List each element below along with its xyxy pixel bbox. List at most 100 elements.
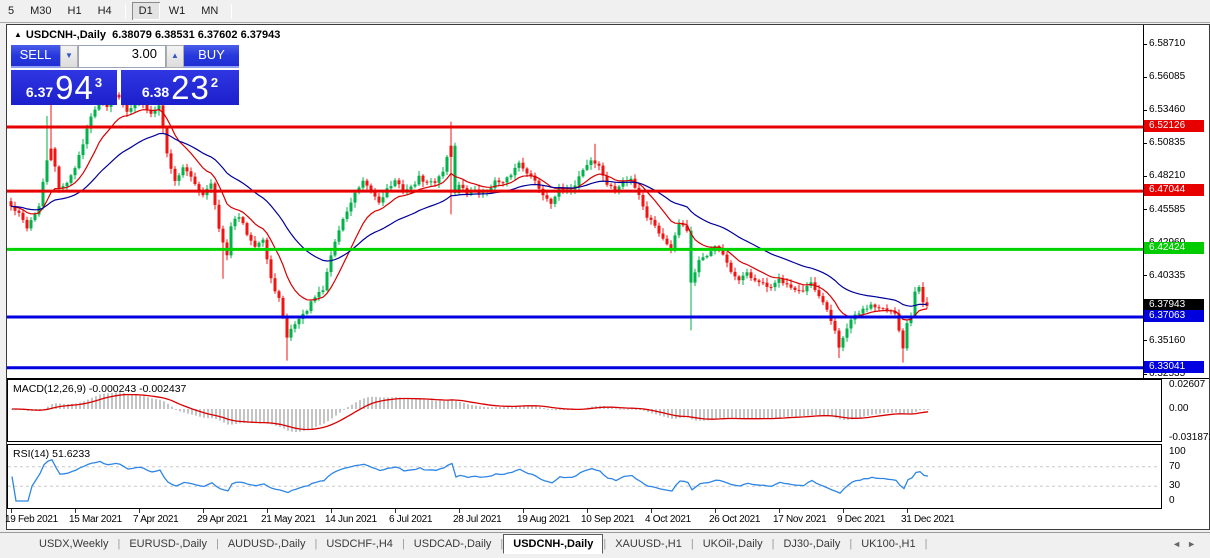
tab-scroll-arrows[interactable]: ◄► — [1172, 538, 1202, 549]
date-tick-label: 29 Apr 2021 — [197, 514, 248, 525]
ask-price-pipette: 2 — [210, 75, 219, 90]
ask-price-prefix: 6.38 — [141, 84, 170, 100]
chart-tab-uk100-[interactable]: UK100-,H1 — [861, 537, 916, 550]
candlestick-plot[interactable] — [7, 25, 1143, 378]
date-tick-mark — [587, 509, 588, 513]
date-tick-mark — [203, 509, 204, 513]
bid-price-prefix: 6.37 — [25, 84, 54, 100]
tab-separator: | — [500, 537, 504, 550]
date-tick-label: 26 Oct 2021 — [709, 514, 761, 525]
date-tick-label: 14 Jun 2021 — [325, 514, 377, 525]
volume-decrease-button[interactable]: ▼ — [60, 45, 78, 68]
chart-tab-usdcad-[interactable]: USDCAD-,Daily — [413, 537, 492, 550]
date-tick-label: 21 May 2021 — [261, 514, 316, 525]
macd-axis-label: -0.031872 — [1169, 432, 1210, 443]
timeframe-toolbar: 5 M30 H1 H4 D1 W1 MN — [0, 0, 1210, 23]
buy-button[interactable]: BUY — [184, 45, 239, 68]
date-tick-mark — [843, 509, 844, 513]
date-tick-label: 9 Dec 2021 — [837, 514, 886, 525]
timeframe-button-h1[interactable]: H1 — [67, 5, 82, 17]
chart-tab-audusd-[interactable]: AUDUSD-,Daily — [227, 537, 306, 550]
macd-panel[interactable]: MACD(12,26,9) -0.000243 -0.002437 — [7, 379, 1162, 442]
date-tick-mark — [267, 509, 268, 513]
timeframe-button-5[interactable]: 5 — [8, 5, 15, 17]
rsi-axis-label: 0 — [1169, 495, 1175, 506]
chart-title: ▲ USDCNH-,Daily 6.38079 6.38531 6.37602 6… — [14, 29, 280, 41]
chart-tab-ukoil-[interactable]: UKOil-,Daily — [702, 537, 763, 550]
date-tick-mark — [75, 509, 76, 513]
chart-tab-xauusd-[interactable]: XAUUSD-,H1 — [615, 537, 682, 550]
date-tick-label: 31 Dec 2021 — [901, 514, 955, 525]
date-tick-label: 7 Apr 2021 — [133, 514, 179, 525]
date-tick-mark — [331, 509, 332, 513]
ask-price-big-digits: 23 — [171, 69, 210, 106]
rsi-indicator-name: RSI(14) — [13, 448, 50, 460]
date-tick-label: 17 Nov 2021 — [773, 514, 827, 525]
chart-tab-usdx[interactable]: USDX,Weekly — [39, 537, 109, 550]
tab-separator: | — [117, 537, 121, 550]
rsi-axis-label: 100 — [1169, 446, 1186, 457]
tab-separator: | — [924, 537, 928, 550]
chart-ohlc-quote: 6.38079 6.38531 6.37602 6.37943 — [112, 29, 281, 41]
collapse-panel-icon[interactable]: ▲ — [14, 30, 22, 39]
chart-window: ▲ USDCNH-,Daily 6.38079 6.38531 6.37602 6… — [5, 24, 1210, 530]
bid-price-big-digits: 94 — [55, 69, 94, 106]
tab-separator: | — [215, 537, 219, 550]
price-chart-panel[interactable]: ▲ USDCNH-,Daily 6.38079 6.38531 6.37602 6… — [7, 25, 1209, 379]
macd-axis-label: 0.02607 — [1169, 379, 1206, 390]
rsi-plot — [8, 459, 1158, 502]
price-axis-separator — [1143, 25, 1144, 378]
rsi-axis-label: 70 — [1169, 461, 1181, 472]
chart-tab-eurusd-[interactable]: EURUSD-,Daily — [129, 537, 207, 550]
date-tick-mark — [459, 509, 460, 513]
bid-price-pipette: 3 — [94, 75, 103, 90]
date-tick-mark — [779, 509, 780, 513]
rsi-panel[interactable]: RSI(14) 51.6233 — [7, 444, 1162, 509]
date-tick-mark — [523, 509, 524, 513]
one-click-widget: SELL ▼ 3.00 ▲ BUY 6.37 94 3 6.38 23 2 — [11, 45, 239, 105]
chart-tab-usdchf-[interactable]: USDCHF-,H4 — [326, 537, 393, 550]
date-tick-mark — [715, 509, 716, 513]
date-tick-label: 19 Aug 2021 — [517, 514, 570, 525]
macd-label: MACD(12,26,9) -0.000243 -0.002437 — [13, 383, 186, 395]
toolbar-separator — [231, 3, 233, 19]
tab-separator: | — [771, 537, 775, 550]
sell-button[interactable]: SELL — [11, 45, 60, 68]
date-tick-mark — [395, 509, 396, 513]
date-tick-mark — [11, 509, 12, 513]
tab-separator: | — [314, 537, 318, 550]
toolbar-separator — [124, 3, 126, 19]
date-tick-label: 15 Mar 2021 — [69, 514, 122, 525]
macd-values: -0.000243 -0.002437 — [88, 383, 187, 395]
date-tick-mark — [907, 509, 908, 513]
timeframe-button-mn[interactable]: MN — [201, 5, 219, 17]
timeframe-button-d1[interactable]: D1 — [131, 2, 160, 20]
chart-symbol-label: USDCNH-,Daily — [25, 29, 106, 41]
macd-plot — [11, 392, 929, 432]
tab-separator: | — [690, 537, 694, 550]
volume-increase-button[interactable]: ▲ — [166, 45, 184, 68]
rsi-axis-label: 30 — [1169, 480, 1181, 491]
volume-input[interactable]: 3.00 — [78, 45, 166, 68]
date-tick-label: 4 Oct 2021 — [645, 514, 691, 525]
bid-price-panel[interactable]: 6.37 94 3 — [11, 70, 117, 105]
tab-separator: | — [849, 537, 853, 550]
rsi-label: RSI(14) 51.6233 — [13, 448, 90, 460]
chart-tab-dj30-[interactable]: DJ30-,Daily — [783, 537, 841, 550]
timeframe-button-w1[interactable]: W1 — [168, 5, 186, 17]
chart-tab-usdcnh-[interactable]: USDCNH-,Daily — [503, 533, 604, 554]
chart-tabbar: USDX,Weekly | EURUSD-,Daily | AUDUSD-,Daily |… — [0, 532, 1210, 554]
date-axis[interactable]: 19 Feb 2021 15 Mar 2021 7 Apr 2021 29 Apr 2… — [5, 509, 1209, 529]
tab-separator: | — [603, 537, 607, 550]
timeframe-button-m30[interactable]: M30 — [30, 5, 52, 17]
macd-axis-label: 0.00 — [1169, 403, 1189, 414]
date-tick-label: 10 Sep 2021 — [581, 514, 635, 525]
date-tick-label: 19 Feb 2021 — [5, 514, 58, 525]
date-tick-mark — [139, 509, 140, 513]
ask-price-panel[interactable]: 6.38 23 2 — [121, 70, 239, 105]
date-tick-mark — [651, 509, 652, 513]
tab-separator: | — [401, 537, 405, 550]
macd-indicator-name: MACD(12,26,9) — [13, 383, 86, 395]
rsi-value: 51.6233 — [52, 448, 91, 460]
timeframe-button-h4[interactable]: H4 — [97, 5, 112, 17]
